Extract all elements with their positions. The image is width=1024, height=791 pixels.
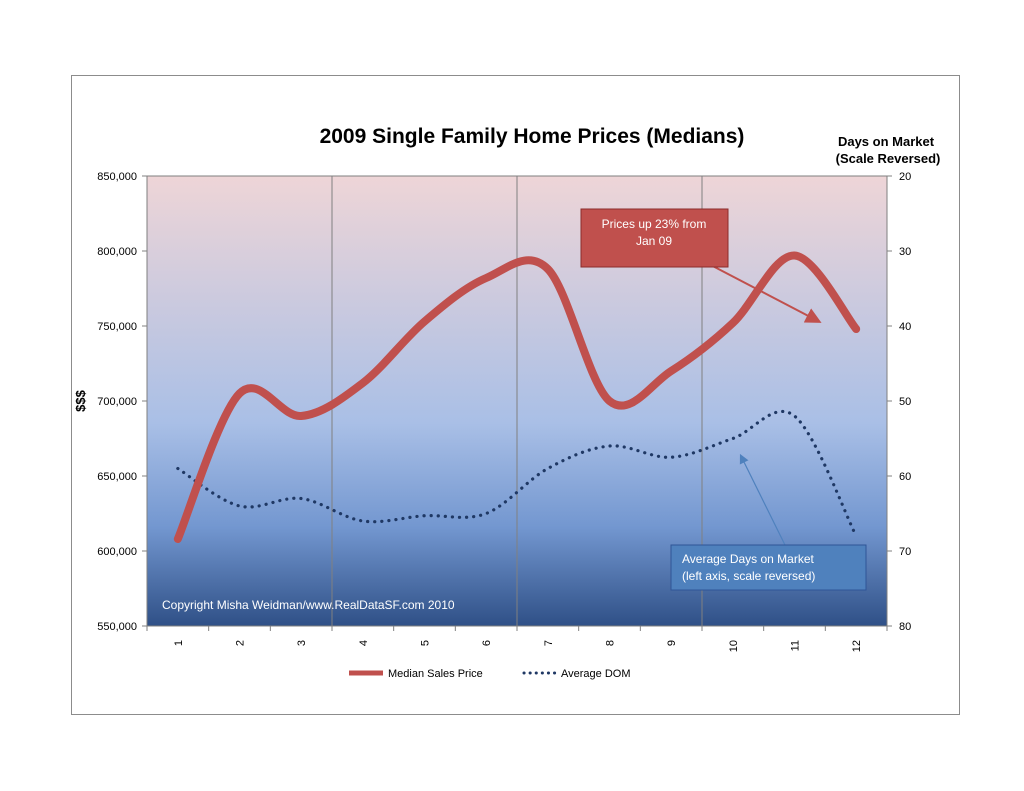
x-tick-label: 5 [420,640,432,646]
x-tick-label: 2 [235,640,247,646]
y-tick-label: 800,000 [97,246,137,258]
dom-callout-line2: (left axis, scale reversed) [682,569,815,583]
y2-tick-label: 20 [899,171,911,183]
x-tick-label: 1 [173,640,185,646]
chart-title: 2009 Single Family Home Prices (Medians) [320,125,745,148]
y2-tick-label: 60 [899,471,911,483]
price-callout-line2: Jan 09 [636,234,672,248]
y-axis-label: $$$ [73,389,88,411]
y-tick-label: 850,000 [97,171,137,183]
dom-callout-arrow [739,453,786,546]
y-tick-label: 600,000 [97,546,137,558]
legend-dom-label: Average DOM [561,668,631,680]
x-tick-label: 11 [790,640,802,651]
price-callout-arrow [704,261,822,323]
copyright-text: Copyright Misha Weidman/www.RealDataSF.c… [162,598,455,612]
x-tick-label: 8 [605,640,617,646]
legend: Median Sales Price Average DOM [349,668,631,680]
axes: 550,000 600,000 650,000 700,000 750,000 800,0… [97,171,911,652]
dom-callout: Average Days on Market (left axis, scale… [670,453,867,591]
x-tick-label: 3 [296,640,308,646]
y2-tick-label: 50 [899,396,911,408]
y-tick-label: 700,000 [97,396,137,408]
dom-callout-line1: Average Days on Market [682,552,815,566]
y2-tick-label: 80 [899,621,911,633]
series-line-median-sales-price [173,251,861,543]
x-tick-label: 4 [358,640,370,646]
y2-axis-label-line1: Days on Market [838,134,935,149]
y2-tick-label: 30 [899,246,911,258]
price-callout-line1: Prices up 23% from [602,217,707,231]
x-tick-label: 12 [851,640,863,652]
x-tick-label: 7 [543,640,555,646]
dom-callout-box [670,544,867,591]
y-tick-label: 650,000 [97,471,137,483]
x-tick-label: 9 [666,640,678,646]
y2-tick-label: 40 [899,321,911,333]
price-callout: Prices up 23% from Jan 09 [580,208,822,323]
x-tick-label: 6 [481,640,493,646]
y-tick-label: 550,000 [97,621,137,633]
price-callout-box [580,208,729,268]
x-tick-label: 10 [728,640,740,652]
legend-price-label: Median Sales Price [388,668,483,680]
y2-axis-label-line2: (Scale Reversed) [836,151,941,166]
y2-tick-label: 70 [899,546,911,558]
series-layer [173,251,861,543]
y-tick-label: 750,000 [97,321,137,333]
